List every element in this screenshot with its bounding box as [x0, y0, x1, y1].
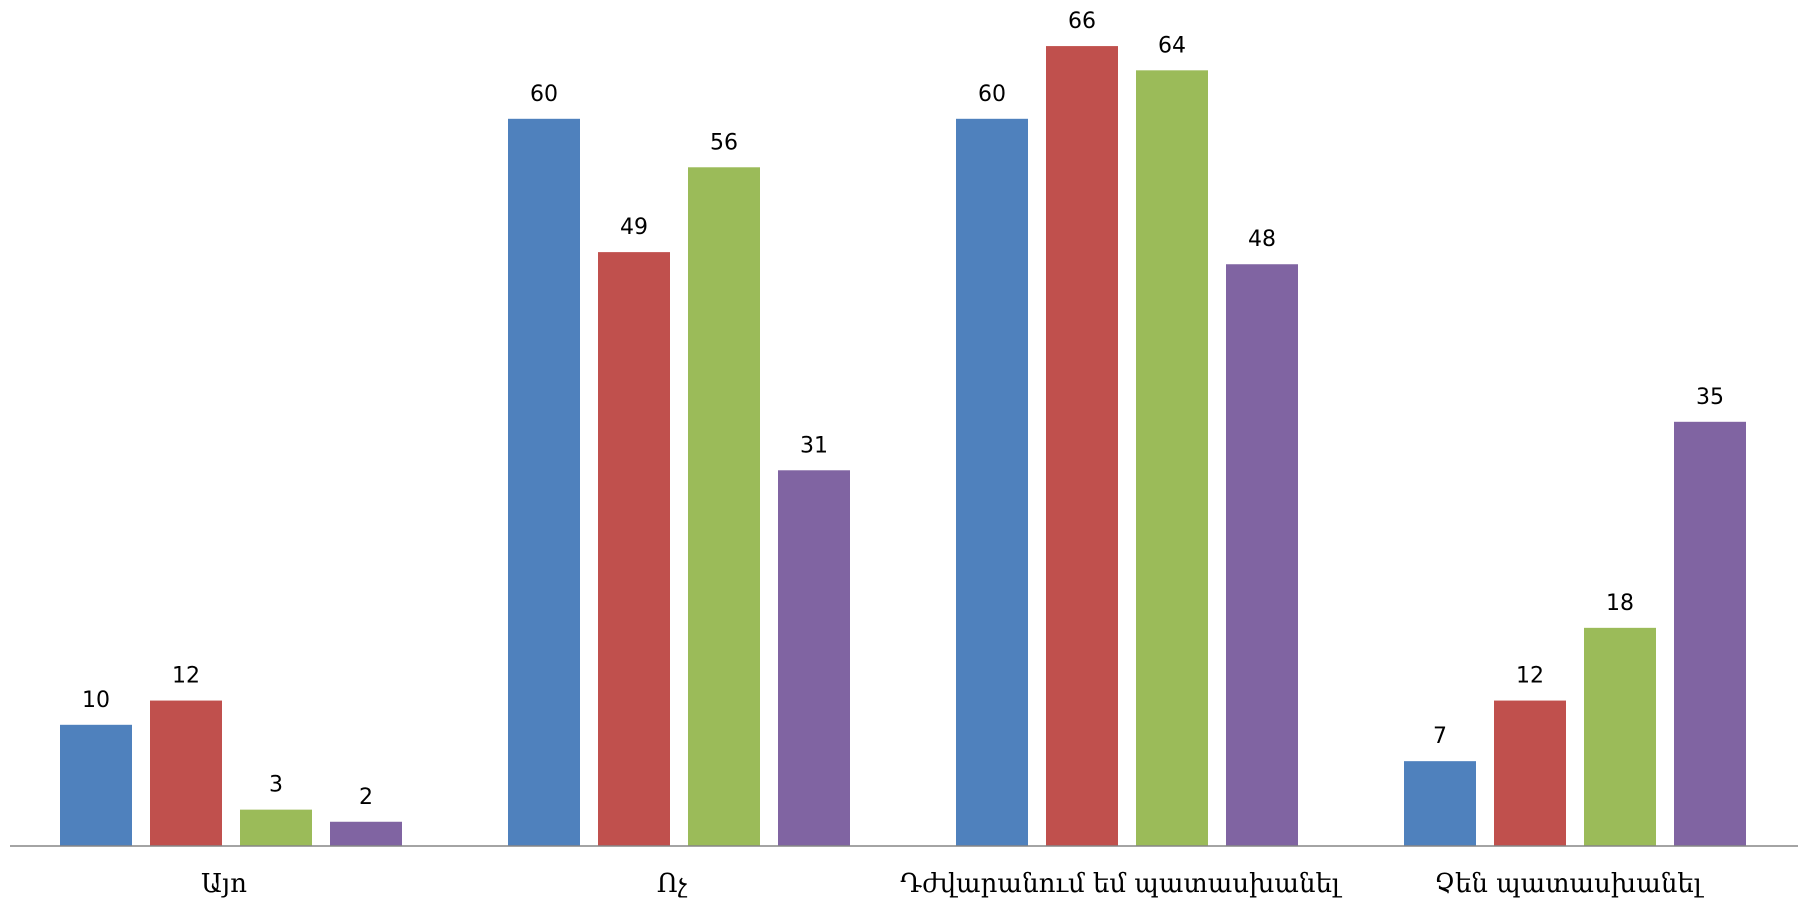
- bar-2-1: [1046, 46, 1118, 846]
- data-label-1-3: 31: [800, 433, 828, 458]
- data-label-2-2: 64: [1158, 33, 1186, 58]
- bar-0-0: [60, 725, 132, 846]
- data-label-3-1: 12: [1516, 664, 1544, 689]
- bar-1-0: [508, 119, 580, 846]
- data-label-2-1: 66: [1068, 9, 1096, 34]
- data-label-2-0: 60: [978, 82, 1006, 107]
- bar-1-2: [688, 167, 760, 846]
- value-labels-group: 10 12 3 2 60 49 56 31 60 66 64 48 7 12 18 35: [82, 9, 1724, 810]
- category-label-2: Դժվարանում եմ պատասխանել: [900, 869, 1343, 899]
- category-label-0: Այո: [201, 869, 247, 899]
- bar-0-2: [240, 810, 312, 846]
- bar-1-3: [778, 470, 850, 846]
- bar-1-1: [598, 252, 670, 846]
- bar-3-2: [1584, 628, 1656, 846]
- data-label-3-2: 18: [1606, 591, 1634, 616]
- bar-0-3: [330, 822, 402, 846]
- data-label-1-0: 60: [530, 82, 558, 107]
- data-label-0-1: 12: [172, 664, 200, 689]
- bar-2-3: [1226, 264, 1298, 846]
- bar-0-1: [150, 701, 222, 846]
- bar-2-2: [1136, 70, 1208, 846]
- category-label-1: Ոչ: [657, 869, 688, 899]
- data-label-1-2: 56: [710, 130, 738, 155]
- data-label-2-3: 48: [1248, 227, 1276, 252]
- bar-3-0: [1404, 761, 1476, 846]
- bars-group: [60, 46, 1746, 846]
- data-label-0-2: 3: [269, 773, 283, 798]
- bar-3-1: [1494, 701, 1566, 846]
- category-label-3: Չեն պատասխանել: [1434, 869, 1704, 899]
- data-label-3-0: 7: [1433, 724, 1447, 749]
- data-label-1-1: 49: [620, 215, 648, 240]
- data-label-3-3: 35: [1696, 385, 1724, 410]
- category-labels-group: Այո Ոչ Դժվարանում եմ պատասխանել Չեն պատասխա…: [201, 869, 1705, 899]
- bar-2-0: [956, 119, 1028, 846]
- data-label-0-0: 10: [82, 688, 110, 713]
- data-label-0-3: 2: [359, 785, 373, 810]
- bar-3-3: [1674, 422, 1746, 846]
